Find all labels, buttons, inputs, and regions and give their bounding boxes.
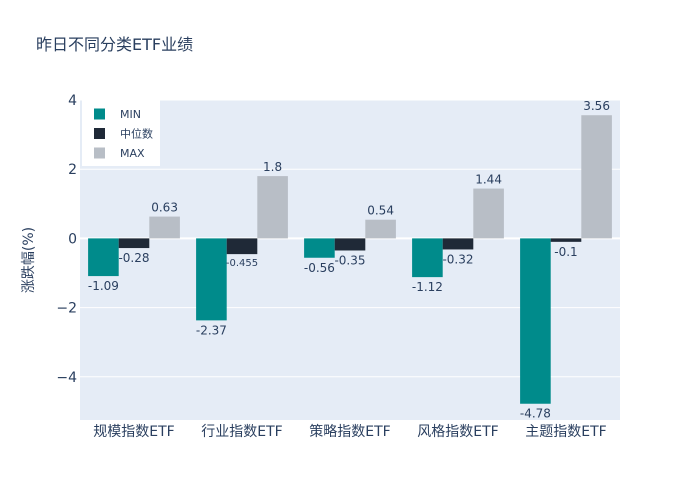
x-tick-label: 风格指数ETF xyxy=(417,424,498,440)
bar[interactable] xyxy=(118,238,150,249)
bar[interactable] xyxy=(520,238,551,404)
data-label: -1.09 xyxy=(88,279,119,293)
data-labels: -1.09 -0.28 0.63 -2.37 -0.455 1.8 -0.56-0.35 0.… xyxy=(88,99,610,421)
bar[interactable] xyxy=(149,216,180,239)
data-label: 1.8 xyxy=(263,160,282,174)
bars xyxy=(88,115,612,404)
data-label: -0.35 xyxy=(334,253,365,267)
legend-label[interactable]: MAX xyxy=(120,147,145,160)
y-axis-title: 涨跌幅(%) xyxy=(21,227,37,293)
bar[interactable] xyxy=(412,238,443,278)
data-label: -0.32 xyxy=(442,252,473,266)
y-axis-ticks: 4 2 0 −2 −4 xyxy=(56,93,77,386)
y-tick-label: 4 xyxy=(68,93,77,109)
x-tick-label: 行业指数ETF xyxy=(201,424,282,440)
legend[interactable]: MIN 中位数 MAX xyxy=(82,100,160,166)
legend-swatch[interactable] xyxy=(94,108,105,120)
y-tick-label: 2 xyxy=(68,162,77,178)
data-label: 3.56 xyxy=(583,99,610,113)
y-tick-label: 0 xyxy=(68,231,77,247)
x-tick-label: 规模指数ETF xyxy=(93,424,174,440)
bar[interactable] xyxy=(473,188,504,239)
data-label: -2.37 xyxy=(196,323,227,337)
bar[interactable] xyxy=(581,115,612,239)
data-label: -0.56 xyxy=(304,261,335,275)
legend-label[interactable]: 中位数 xyxy=(120,127,153,141)
bar[interactable] xyxy=(226,238,258,255)
data-label: -0.28 xyxy=(118,251,149,265)
bar[interactable] xyxy=(196,238,227,321)
data-label: 1.44 xyxy=(475,173,502,187)
x-tick-label: 策略指数ETF xyxy=(309,423,390,440)
data-label: 0.63 xyxy=(151,201,178,215)
x-axis-ticks: 规模指数ETF 行业指数ETF 策略指数ETF 风格指数ETF 主题指数ETF xyxy=(93,423,606,440)
chart-title: 昨日不同分类ETF业绩 xyxy=(36,35,193,54)
bar[interactable] xyxy=(334,238,366,251)
data-label: -0.455 xyxy=(226,258,258,269)
legend-swatch[interactable] xyxy=(94,147,105,159)
bar[interactable] xyxy=(442,238,474,250)
data-label: 0.54 xyxy=(367,204,394,218)
y-tick-label: −2 xyxy=(56,301,77,317)
y-tick-label: −4 xyxy=(56,370,77,386)
legend-swatch[interactable] xyxy=(94,128,105,139)
bar[interactable] xyxy=(257,176,288,239)
x-tick-label: 主题指数ETF xyxy=(525,424,606,440)
bar[interactable] xyxy=(304,238,335,258)
bar[interactable] xyxy=(550,238,582,242)
bar[interactable] xyxy=(365,219,396,239)
data-label: -4.78 xyxy=(520,407,551,421)
bar[interactable] xyxy=(88,238,119,277)
data-label: -1.12 xyxy=(412,280,443,294)
legend-label[interactable]: MIN xyxy=(120,108,141,121)
data-label: -0.1 xyxy=(554,245,577,259)
